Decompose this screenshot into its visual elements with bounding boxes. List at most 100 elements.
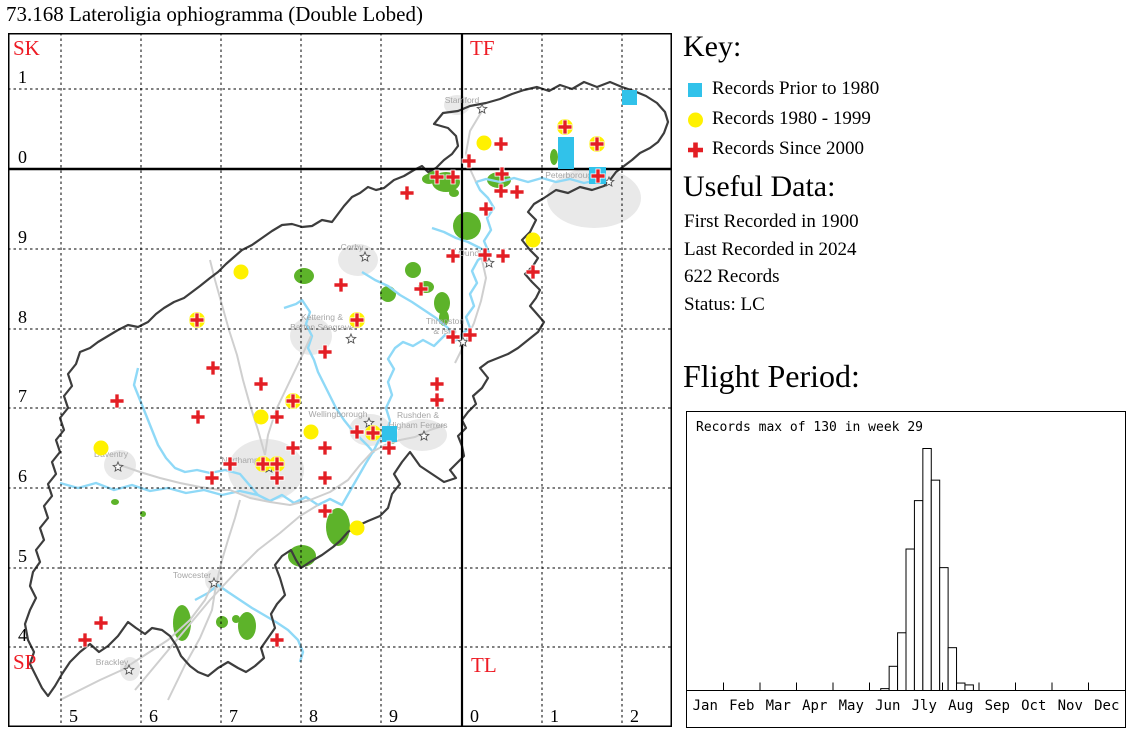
red-cross-marker — [590, 168, 606, 184]
red-cross-marker — [494, 166, 510, 182]
red-cross-marker — [477, 247, 493, 263]
grid-col-label: 0 — [470, 706, 479, 726]
page-title: 73.168 Lateroligia ophiogramma (Double L… — [6, 2, 423, 26]
red-cross-marker — [222, 456, 238, 472]
month-label: Oct — [1021, 698, 1046, 714]
red-cross-marker — [77, 632, 93, 648]
red-cross-marker — [317, 470, 333, 486]
key-item: Records 1980 - 1999 — [687, 104, 879, 134]
grid-row-label: 9 — [18, 227, 27, 247]
town-name: Corby — [341, 242, 364, 252]
town-star-icon — [123, 663, 135, 675]
chart-annotation: Records max of 130 in week 29 — [696, 420, 923, 435]
town-name: & Islip — [433, 326, 456, 336]
yellow-circle-marker — [93, 440, 109, 456]
red-cross-on-yellow-marker — [589, 136, 605, 152]
month-label: Jly — [912, 698, 937, 714]
red-cross-on-yellow-marker — [255, 456, 271, 472]
grid-square-label-tl: TL — [471, 653, 497, 677]
grid-square-label-sp: SP — [13, 650, 36, 674]
town: Thrapston& Islip — [426, 316, 469, 347]
red-cross-on-yellow-marker — [285, 393, 301, 409]
map-border — [8, 33, 672, 727]
town: Corby — [341, 242, 371, 262]
red-cross-marker — [205, 360, 221, 376]
month-label: Jan — [693, 698, 718, 714]
flight-period-bar — [964, 684, 974, 692]
red-cross-marker — [413, 281, 429, 297]
town-star-icon — [457, 335, 469, 347]
red-cross-marker — [495, 248, 511, 264]
month-label: Feb — [729, 698, 754, 714]
red-cross-on-yellow-marker — [365, 425, 381, 441]
town: Towcester — [173, 570, 220, 588]
town-star-icon — [112, 460, 124, 472]
town-name: Daventry — [94, 449, 129, 459]
town: Kettering &Barton Seagrave — [290, 312, 357, 344]
red-cross-marker — [399, 185, 415, 201]
red-cross-marker — [333, 277, 349, 293]
town: Daventry — [94, 449, 129, 472]
useful-data-lines: First Recorded in 1900 Last Recorded in 2… — [684, 208, 859, 318]
town-star-icon — [359, 250, 371, 262]
cyan-square-marker — [622, 90, 637, 105]
grid-col-label: 8 — [309, 706, 318, 726]
roads — [59, 110, 487, 701]
red-cross-icon — [687, 141, 704, 158]
grid-col-label: 1 — [550, 706, 559, 726]
records-1980-1999-markers — [93, 135, 541, 536]
key-legend: Records Prior to 1980 Records 1980 - 1999… — [687, 74, 879, 164]
red-cross-marker — [493, 136, 509, 152]
yellow-circle-marker — [349, 520, 365, 536]
grid-row-label: 0 — [18, 147, 27, 167]
month-label: May — [839, 698, 864, 714]
grid-square-label-sk: SK — [13, 36, 40, 60]
useful-data-line: Status: LC — [684, 293, 765, 315]
grid-col-label: 2 — [630, 706, 639, 726]
town-name: Higham Ferrers — [388, 420, 447, 430]
useful-data-line: 622 Records — [684, 266, 780, 287]
red-cross-marker — [461, 153, 477, 169]
county-boundary — [23, 80, 670, 698]
flight-period-bar — [913, 500, 924, 692]
town-name: Wellingborough — [309, 409, 368, 419]
month-label: Sep — [985, 698, 1010, 714]
yellow-circle-icon — [687, 111, 704, 128]
yellow-circle-marker — [233, 264, 249, 280]
town-name: Kettering & — [301, 312, 343, 322]
red-cross-on-yellow-marker — [349, 312, 365, 328]
town-labels: Stamford Peterborough Corby Oundle Kettering… — [94, 95, 615, 675]
town: Stamford — [445, 95, 488, 114]
key-item: Records Prior to 1980 — [687, 74, 879, 104]
grid-row-label: 4 — [18, 625, 27, 645]
red-cross-marker — [429, 169, 445, 185]
right-panel: Key: Records Prior to 1980 Records 1980 -… — [683, 0, 1130, 733]
red-cross-marker — [478, 201, 494, 217]
distribution-map: Stamford Peterborough Corby Oundle Kettering… — [8, 33, 672, 727]
red-cross-marker — [429, 376, 445, 392]
flight-period-bar — [956, 682, 966, 691]
key-item: Records Since 2000 — [687, 134, 879, 164]
yellow-circle-marker — [525, 232, 541, 248]
red-cross-marker — [462, 327, 478, 343]
town-name: Oundle — [458, 248, 486, 258]
town-name: Northampton — [221, 455, 270, 465]
town-name: Peterborough — [545, 170, 597, 180]
red-cross-on-yellow-marker — [189, 312, 205, 328]
red-cross-marker — [525, 264, 541, 280]
flight-period-bar — [888, 665, 899, 692]
cyan-square-marker — [382, 426, 397, 442]
town-name: Barton Seagrave — [290, 322, 354, 332]
overlapping-period-markers — [189, 119, 605, 472]
cyan-square-marker — [558, 137, 574, 169]
red-cross-marker — [493, 183, 509, 199]
town: Brackley — [96, 657, 135, 675]
red-cross-marker — [253, 376, 269, 392]
month-label: Mar — [766, 698, 791, 714]
red-cross-on-yellow-marker — [557, 119, 573, 135]
useful-data-heading: Useful Data: — [683, 170, 836, 203]
red-cross-marker — [509, 184, 525, 200]
useful-data-line: First Recorded in 1900 — [684, 211, 859, 232]
grid-col-label: 6 — [149, 706, 158, 726]
